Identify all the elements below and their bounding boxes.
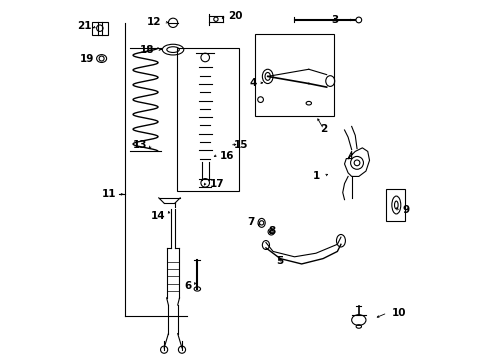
Text: 12: 12 bbox=[147, 17, 162, 27]
Text: 17: 17 bbox=[209, 179, 224, 189]
Text: 7: 7 bbox=[246, 217, 254, 227]
Text: 3: 3 bbox=[330, 15, 338, 25]
Text: 10: 10 bbox=[391, 308, 406, 318]
Text: 6: 6 bbox=[184, 282, 191, 292]
Text: 4: 4 bbox=[249, 78, 257, 88]
Bar bbox=[176, 48, 239, 191]
Text: 18: 18 bbox=[140, 45, 154, 55]
Text: 2: 2 bbox=[320, 124, 327, 134]
Text: 5: 5 bbox=[275, 256, 283, 266]
Text: 21: 21 bbox=[77, 21, 92, 31]
Bar bbox=[255, 33, 333, 116]
Text: 11: 11 bbox=[101, 189, 116, 199]
Text: 9: 9 bbox=[402, 205, 408, 215]
Text: 16: 16 bbox=[220, 151, 234, 161]
Text: 13: 13 bbox=[133, 140, 147, 150]
Bar bbox=[385, 189, 405, 221]
Text: 15: 15 bbox=[234, 140, 248, 150]
Text: 14: 14 bbox=[150, 211, 165, 221]
Text: 1: 1 bbox=[312, 171, 320, 181]
Text: 20: 20 bbox=[227, 12, 242, 21]
Text: 8: 8 bbox=[268, 226, 276, 236]
Text: 19: 19 bbox=[80, 54, 94, 64]
